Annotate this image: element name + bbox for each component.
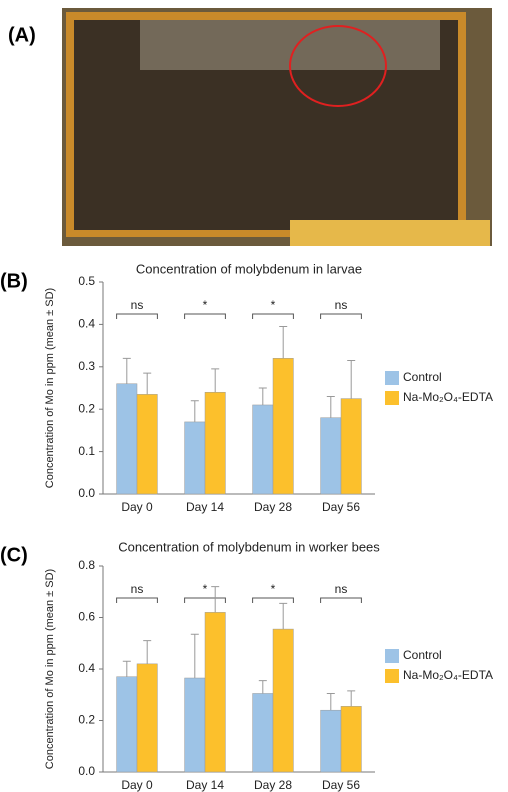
x-tick-label: Day 56 bbox=[322, 778, 360, 792]
bar bbox=[340, 398, 362, 495]
legend-label: Na-Mo₂O₄-EDTA bbox=[403, 668, 493, 682]
error-bar bbox=[190, 633, 199, 679]
legend-swatch bbox=[385, 391, 399, 405]
error-bar bbox=[211, 368, 220, 393]
x-tick-label: Day 14 bbox=[186, 500, 224, 514]
bar bbox=[184, 677, 206, 773]
chart-title: Concentration of molybdenum in worker be… bbox=[118, 539, 380, 554]
frames-below bbox=[290, 220, 490, 246]
error-bar bbox=[279, 602, 288, 630]
x-tick-label: Day 28 bbox=[254, 778, 292, 792]
error-bar bbox=[190, 400, 199, 422]
significance-bracket bbox=[184, 597, 226, 603]
significance-label: * bbox=[203, 582, 208, 596]
bar bbox=[340, 706, 362, 773]
error-bar bbox=[122, 660, 131, 677]
error-bar bbox=[143, 640, 152, 664]
y-tick-label: 0.0 bbox=[78, 764, 95, 778]
y-tick-label: 0.5 bbox=[78, 274, 95, 288]
y-axis-label: Concentration of Mo in ppm (mean ± SD) bbox=[44, 288, 56, 488]
legend-swatch bbox=[385, 649, 399, 663]
error-bar bbox=[347, 690, 356, 707]
bar bbox=[136, 663, 158, 773]
error-bar bbox=[326, 692, 335, 711]
significance-label: ns bbox=[131, 298, 144, 312]
panel-label: (B) bbox=[0, 270, 28, 292]
bar bbox=[320, 709, 342, 773]
y-tick-label: 0.6 bbox=[78, 610, 95, 624]
bar bbox=[136, 394, 158, 495]
bar bbox=[272, 358, 294, 495]
error-bar bbox=[258, 387, 267, 405]
x-tick-label: Day 56 bbox=[322, 500, 360, 514]
y-tick-label: 0.0 bbox=[78, 486, 95, 500]
legend-label: Na-Mo₂O₄-EDTA bbox=[403, 390, 493, 404]
x-tick-label: Day 28 bbox=[254, 500, 292, 514]
significance-bracket bbox=[320, 313, 362, 319]
bar bbox=[116, 676, 138, 773]
y-tick-label: 0.1 bbox=[78, 444, 95, 458]
legend-label: Control bbox=[403, 648, 442, 662]
significance-label: * bbox=[203, 298, 208, 312]
error-bar bbox=[258, 680, 267, 694]
legend-swatch bbox=[385, 371, 399, 385]
x-tick-label: Day 0 bbox=[121, 500, 153, 514]
significance-label: * bbox=[271, 298, 276, 312]
error-bar bbox=[279, 326, 288, 359]
bar bbox=[252, 404, 274, 495]
significance-bracket bbox=[184, 313, 226, 319]
error-bar bbox=[122, 357, 131, 384]
bar bbox=[252, 693, 274, 773]
bar bbox=[272, 628, 294, 773]
bar bbox=[204, 391, 226, 495]
bar bbox=[184, 421, 206, 495]
significance-bracket bbox=[252, 313, 294, 319]
x-tick-label: Day 0 bbox=[121, 778, 153, 792]
y-tick-label: 0.2 bbox=[78, 401, 95, 415]
bar bbox=[116, 383, 138, 495]
significance-label: ns bbox=[131, 582, 144, 596]
bar bbox=[320, 417, 342, 495]
y-tick-label: 0.4 bbox=[78, 661, 95, 675]
significance-bracket bbox=[116, 313, 158, 319]
significance-bracket bbox=[320, 597, 362, 603]
hive-photo bbox=[62, 8, 492, 246]
error-bar bbox=[143, 372, 152, 395]
y-tick-label: 0.4 bbox=[78, 317, 95, 331]
chart-title: Concentration of molybdenum in larvae bbox=[136, 261, 362, 276]
panel-label: (C) bbox=[0, 544, 28, 566]
x-tick-label: Day 14 bbox=[186, 778, 224, 792]
y-tick-label: 0.3 bbox=[78, 359, 95, 373]
y-axis-label: Concentration of Mo in ppm (mean ± SD) bbox=[44, 569, 56, 769]
highlight-circle bbox=[289, 25, 387, 107]
error-bar bbox=[326, 395, 335, 418]
error-bar bbox=[211, 586, 220, 613]
legend-swatch bbox=[385, 669, 399, 683]
y-tick-label: 0.2 bbox=[78, 713, 95, 727]
significance-bracket bbox=[252, 597, 294, 603]
significance-label: * bbox=[271, 582, 276, 596]
error-bar bbox=[347, 359, 356, 399]
legend-label: Control bbox=[403, 370, 442, 384]
significance-label: ns bbox=[335, 582, 348, 596]
y-tick-label: 0.8 bbox=[78, 558, 95, 572]
significance-label: ns bbox=[335, 298, 348, 312]
bar bbox=[204, 612, 226, 773]
significance-bracket bbox=[116, 597, 158, 603]
panel-label: (A) bbox=[8, 24, 36, 46]
